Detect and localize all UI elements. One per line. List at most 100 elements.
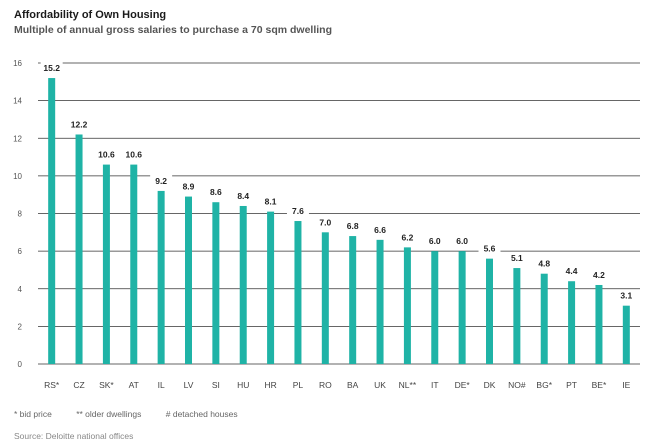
y-tick-label: 6 — [18, 247, 23, 256]
bar — [157, 190, 165, 364]
bar-value-label-bg — [232, 189, 255, 201]
bar-value-label: 6.2 — [401, 232, 413, 242]
bar-value-label-bg — [560, 265, 583, 277]
x-tick-label: PL — [293, 380, 304, 390]
x-tick-label: BE* — [592, 380, 607, 390]
bar — [431, 251, 439, 364]
x-tick-label: BA — [347, 380, 359, 390]
bar-value-label: 10.6 — [125, 150, 142, 160]
bar-chart: 0 2 4 6 8 10 12 14 16 15.2 RS* 12.2 CZ 10.6 SK* 10.6 AT 9… — [13, 59, 640, 390]
x-tick-label: SK* — [99, 380, 114, 390]
bar-value-label: 5.1 — [511, 253, 523, 263]
bar-value-label-bg — [505, 252, 528, 264]
bar-value-label: 10.6 — [98, 150, 115, 160]
x-tick-label: IE — [622, 380, 630, 390]
bar-value-label-bg — [259, 195, 282, 207]
bar-value-label-bg — [68, 118, 91, 130]
bar — [403, 247, 411, 364]
bar-value-label: 4.2 — [593, 270, 605, 280]
y-tick-label: 12 — [13, 134, 22, 143]
bar — [239, 205, 247, 364]
bar-value-label-bg — [40, 62, 63, 74]
bar-value-label-bg — [396, 231, 419, 243]
bar-value-label-bg — [423, 235, 446, 247]
bar — [458, 251, 466, 364]
bar-value-label-bg — [314, 216, 337, 228]
bar-value-label-bg — [177, 180, 200, 192]
bar-value-label: 6.0 — [429, 236, 441, 246]
bar-value-label-bg — [451, 235, 474, 247]
x-tick-label: HR — [264, 380, 276, 390]
bar — [622, 305, 630, 364]
bar-value-label: 7.6 — [292, 206, 304, 216]
bar-value-label-bg — [615, 289, 638, 301]
bar-value-label-bg — [95, 148, 118, 160]
bar — [321, 232, 329, 364]
bar — [513, 268, 521, 364]
x-tick-label: CZ — [73, 380, 84, 390]
bar-value-label: 5.6 — [484, 244, 496, 254]
footnote-detached-houses: # detached houses — [165, 409, 238, 419]
footnote-bid-price: * bid price — [14, 409, 52, 419]
y-tick-label: 14 — [13, 97, 22, 106]
x-tick-label: SI — [212, 380, 220, 390]
bar-value-label: 8.6 — [210, 187, 222, 197]
x-tick-label: RS* — [44, 380, 60, 390]
bar — [130, 164, 138, 364]
y-tick-label: 0 — [18, 360, 23, 369]
y-tick-label: 16 — [13, 59, 22, 68]
x-tick-label: LV — [184, 380, 194, 390]
y-tick-label: 10 — [13, 172, 22, 181]
bar-value-label-bg — [533, 257, 556, 269]
chart-title: Affordability of Own Housing — [14, 9, 167, 21]
bar-value-label: 8.9 — [183, 182, 195, 192]
bar — [294, 221, 302, 364]
bar-value-label: 6.6 — [374, 225, 386, 235]
x-tick-label: DE* — [455, 380, 471, 390]
bar-value-label-bg — [286, 205, 309, 217]
bar-value-label-bg — [150, 174, 173, 186]
bar — [376, 239, 384, 364]
y-tick-label: 8 — [18, 210, 23, 219]
bar — [212, 202, 220, 364]
y-tick-label: 2 — [18, 322, 23, 331]
x-tick-label: IL — [158, 380, 165, 390]
bar — [568, 281, 576, 364]
bar — [48, 78, 56, 365]
bar-value-label: 4.8 — [538, 259, 550, 269]
bar — [185, 196, 192, 364]
bar-value-label: 6.0 — [456, 236, 468, 246]
bar-value-label-bg — [122, 148, 145, 160]
x-tick-label: BG* — [536, 380, 552, 390]
footnotes: * bid price ** older dwellings # detache… — [14, 409, 260, 419]
x-tick-label: HU — [237, 380, 249, 390]
bar-value-label: 4.4 — [566, 266, 578, 276]
x-tick-label: NL** — [399, 380, 417, 390]
bar — [102, 164, 110, 364]
bar — [486, 258, 493, 364]
x-tick-label: RO — [319, 380, 332, 390]
bar-value-label: 7.0 — [319, 217, 331, 227]
bar-value-label: 15.2 — [43, 63, 60, 73]
bar — [595, 284, 603, 364]
x-tick-label: IT — [431, 380, 439, 390]
bar-value-label-bg — [478, 242, 501, 254]
bar-value-label: 3.1 — [620, 291, 632, 301]
source-note: Source: Deloitte national offices — [14, 431, 134, 441]
bar-value-label-bg — [587, 268, 610, 280]
bar-value-label: 6.8 — [347, 221, 359, 231]
bar-value-label: 9.2 — [155, 176, 167, 186]
bar-value-label-bg — [341, 220, 364, 232]
bar — [75, 134, 83, 364]
bar-value-label: 8.4 — [237, 191, 249, 201]
x-tick-label: PT — [566, 380, 577, 390]
x-tick-label: UK — [374, 380, 386, 390]
y-tick-label: 4 — [18, 285, 23, 294]
x-tick-label: DK — [484, 380, 496, 390]
chart-subtitle: Multiple of annual gross salaries to pur… — [14, 24, 332, 36]
bar — [267, 211, 275, 364]
bar — [540, 273, 548, 364]
footnote-older-dwellings: ** older dwellings — [76, 409, 142, 419]
x-tick-label: NO# — [508, 380, 526, 390]
bar-value-label: 12.2 — [71, 119, 88, 129]
